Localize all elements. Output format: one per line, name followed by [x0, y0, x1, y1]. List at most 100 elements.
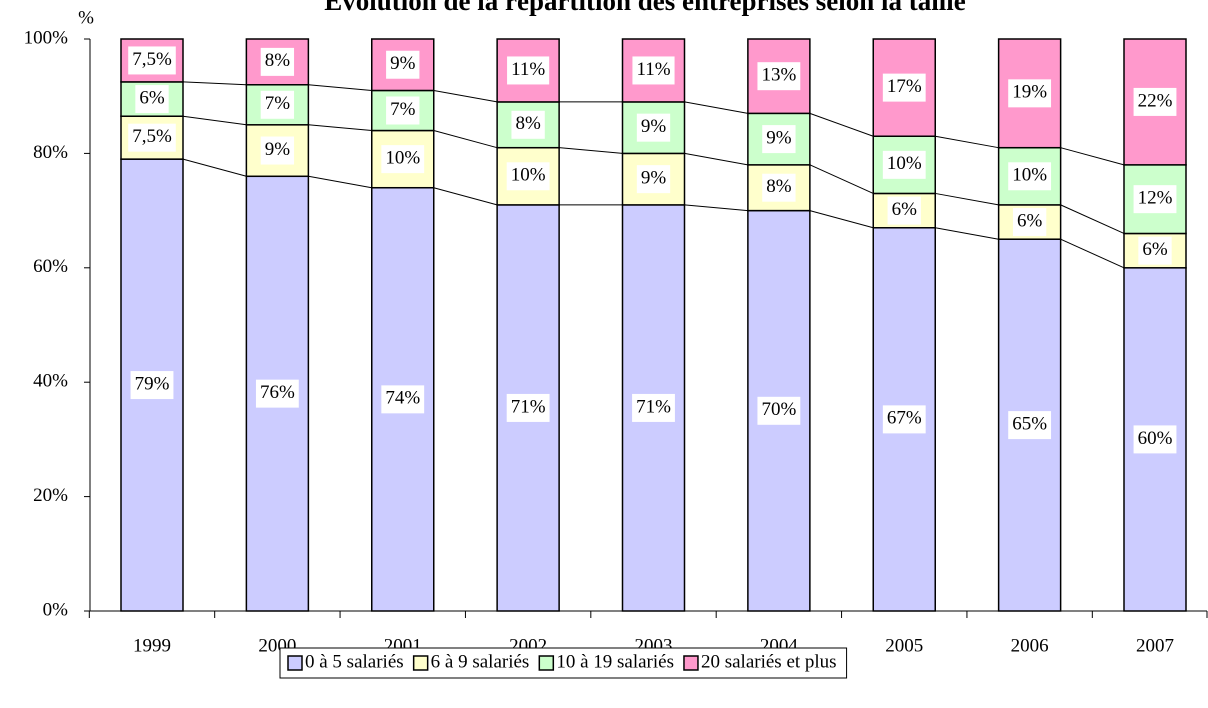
value-label: 74%: [385, 388, 420, 409]
value-label-bg: [1008, 79, 1052, 108]
value-label-bg: [1008, 162, 1052, 191]
series-connector: [559, 147, 623, 154]
value-label-bg: [255, 379, 299, 408]
value-label: 11%: [636, 59, 670, 80]
value-label: 12%: [1138, 188, 1173, 209]
series-connector: [1060, 204, 1125, 234]
x-tick-label: 2006: [1011, 635, 1049, 656]
legend-swatch: [683, 655, 699, 671]
y-axis-label: %: [78, 7, 94, 28]
series-connector: [935, 135, 999, 149]
x-tick-label: 2007: [1136, 635, 1174, 656]
y-tick-label: 100%: [24, 27, 69, 48]
value-label: 70%: [761, 399, 796, 420]
series-connector: [433, 187, 498, 206]
value-label: 6%: [1142, 239, 1168, 260]
series-connector: [308, 84, 372, 91]
value-label-bg: [632, 393, 675, 422]
value-label-bg: [632, 56, 675, 85]
series-connector: [1060, 147, 1125, 166]
value-label-bg: [128, 123, 176, 152]
series-connector: [1060, 238, 1125, 269]
series-connector: [182, 115, 247, 126]
value-label-bg: [386, 50, 420, 79]
series-connector: [182, 81, 247, 86]
value-label-bg: [260, 90, 295, 119]
value-label: 10%: [887, 153, 922, 174]
legend-swatch: [287, 655, 303, 671]
value-label: 17%: [887, 76, 922, 97]
legend-label: 20 salariés et plus: [701, 651, 837, 672]
value-label-bg: [762, 125, 796, 154]
value-label-bg: [260, 47, 295, 76]
value-label-bg: [882, 73, 926, 102]
series-connector: [935, 227, 999, 240]
series-connector: [684, 204, 748, 212]
value-label-bg: [381, 145, 425, 174]
value-label: 79%: [135, 373, 170, 394]
series-connector: [935, 192, 999, 206]
value-label: 9%: [641, 167, 667, 188]
value-label: 8%: [766, 176, 792, 197]
series-connector: [684, 101, 748, 114]
value-label: 9%: [390, 53, 416, 74]
value-label: 7%: [390, 99, 416, 120]
value-label-bg: [757, 62, 801, 91]
y-tick-label: 0%: [43, 599, 69, 620]
value-label-bg: [135, 85, 169, 114]
value-label: 65%: [1012, 413, 1047, 434]
series-connector: [182, 158, 247, 177]
value-label-bg: [260, 136, 295, 165]
legend-box: [279, 647, 848, 679]
value-label-bg: [882, 150, 926, 179]
value-label: 10%: [385, 147, 420, 168]
value-label: 13%: [761, 65, 796, 86]
value-label: 10%: [1012, 165, 1047, 186]
bar-segment: [496, 101, 560, 149]
value-label: 67%: [887, 408, 922, 429]
value-label-bg: [506, 393, 550, 422]
series-connector: [809, 112, 874, 137]
value-label: 9%: [641, 116, 667, 137]
value-label: 19%: [1012, 82, 1047, 103]
legend-label: 6 à 9 salariés: [431, 651, 530, 672]
series-connector: [308, 175, 372, 189]
value-label-bg: [762, 173, 796, 202]
value-label: 71%: [511, 396, 546, 417]
y-tick-label: 40%: [33, 371, 68, 392]
y-tick-label: 60%: [33, 256, 68, 277]
value-label-bg: [636, 165, 671, 194]
value-label-bg: [511, 110, 545, 139]
y-tick-label: 80%: [33, 142, 68, 163]
value-label: 76%: [260, 382, 295, 403]
value-label-bg: [507, 56, 550, 85]
x-tick-label: 1999: [133, 635, 171, 656]
value-label: 7%: [265, 93, 291, 114]
value-label: 7,5%: [132, 49, 172, 70]
value-label: 6%: [1017, 210, 1043, 231]
value-label: 71%: [636, 396, 671, 417]
series-connector: [308, 124, 372, 132]
value-label: 9%: [766, 127, 792, 148]
value-label-bg: [1138, 236, 1172, 265]
value-label-bg: [381, 385, 425, 414]
legend-swatch: [538, 655, 555, 671]
series-connector: [809, 210, 874, 229]
legend-swatch: [412, 655, 429, 671]
legend-label: 10 à 19 salariés: [556, 651, 674, 672]
value-label: 8%: [265, 50, 291, 71]
chart-title: Evolution de la répartition des entrepri…: [324, 0, 965, 16]
value-label: 6%: [892, 199, 918, 220]
series-connector: [809, 164, 874, 194]
value-label: 6%: [139, 87, 165, 108]
value-label-bg: [506, 162, 550, 191]
value-label: 9%: [265, 139, 291, 160]
value-label-bg: [1133, 87, 1177, 116]
value-label: 7,5%: [132, 126, 172, 147]
value-label-bg: [1012, 208, 1047, 237]
value-label: 8%: [515, 113, 541, 134]
value-label-bg: [1008, 411, 1052, 440]
value-label: 60%: [1138, 428, 1173, 449]
y-tick-label: 20%: [33, 485, 68, 506]
